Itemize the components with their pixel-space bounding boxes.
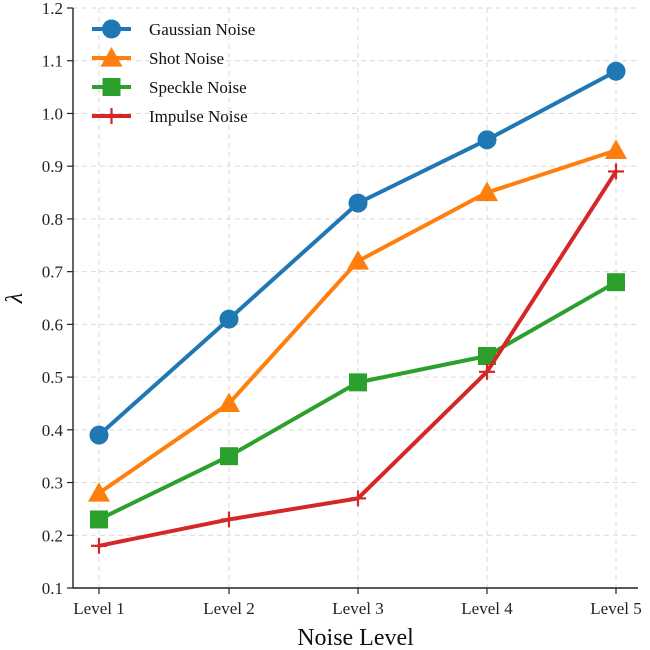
data-point-shot-noise xyxy=(605,139,627,159)
data-point-gaussian-noise xyxy=(477,130,497,150)
y-tick-label: 0.5 xyxy=(42,368,63,387)
data-point-shot-noise xyxy=(218,392,240,413)
y-tick-label: 1.0 xyxy=(42,104,63,123)
series-shot-noise xyxy=(88,139,627,502)
legend-item-gaussian-noise: Gaussian Noise xyxy=(92,19,255,39)
legend-label: Impulse Noise xyxy=(149,107,248,126)
data-point-shot-noise xyxy=(476,181,498,202)
y-tick-label: 1.2 xyxy=(42,0,63,18)
x-tick-label: Level 3 xyxy=(332,599,383,618)
x-tick-label: Level 4 xyxy=(461,599,513,618)
y-tick-label: 0.6 xyxy=(42,315,63,334)
data-point-impulse-noise xyxy=(221,511,237,528)
legend-label: Speckle Noise xyxy=(149,78,247,97)
data-point-impulse-noise xyxy=(479,363,495,380)
data-point-gaussian-noise xyxy=(348,193,368,213)
legend-item-shot-noise: Shot Noise xyxy=(92,47,224,68)
x-tick-label: Level 2 xyxy=(203,599,254,618)
data-point-impulse-noise xyxy=(350,490,366,507)
x-tick-label: Level 1 xyxy=(73,599,124,618)
series-speckle-noise xyxy=(90,273,625,529)
legend-marker-impulse-noise xyxy=(103,108,120,124)
data-point-gaussian-noise xyxy=(606,61,626,81)
y-tick-label: 0.4 xyxy=(42,421,64,440)
y-tick-label: 0.3 xyxy=(42,474,63,493)
data-point-speckle-noise xyxy=(478,347,496,365)
legend-marker-speckle-noise xyxy=(102,78,121,96)
y-tick-label: 0.8 xyxy=(42,210,63,229)
legend: Gaussian Noise Shot Noise Speckle Noise Imp… xyxy=(92,19,255,126)
y-tick-label: 1.1 xyxy=(42,52,63,71)
data-point-gaussian-noise xyxy=(89,425,109,445)
data-point-impulse-noise xyxy=(91,537,107,554)
axes: 0.1 0.2 0.3 0.4 0.5 0.6 0.7 0.8 0.9 1.0 1.1 1.2 Leve… xyxy=(42,0,642,618)
data-point-speckle-noise xyxy=(607,273,625,292)
y-tick-label: 0.9 xyxy=(42,157,63,176)
y-tick-label: 0.7 xyxy=(42,263,64,282)
y-axis-title: λ xyxy=(2,293,28,304)
data-point-gaussian-noise xyxy=(219,309,239,329)
data-point-shot-noise xyxy=(347,250,369,270)
legend-label: Gaussian Noise xyxy=(149,20,255,39)
x-axis-title: Noise Level xyxy=(297,625,414,650)
x-tick-label: Level 5 xyxy=(590,599,641,618)
data-point-shot-noise xyxy=(88,482,110,502)
series-impulse-noise xyxy=(91,163,624,554)
series-layer xyxy=(88,61,627,554)
y-tick-label: 0.1 xyxy=(42,579,63,598)
data-point-impulse-noise xyxy=(608,163,624,180)
data-point-speckle-noise xyxy=(90,510,108,529)
series-gaussian-noise xyxy=(89,61,626,445)
legend-label: Shot Noise xyxy=(149,49,224,68)
legend-item-speckle-noise: Speckle Noise xyxy=(92,78,247,97)
legend-marker-gaussian-noise xyxy=(102,19,121,39)
data-point-speckle-noise xyxy=(220,447,238,466)
legend-item-impulse-noise: Impulse Noise xyxy=(92,107,248,126)
y-tick-label: 0.2 xyxy=(42,526,63,545)
legend-marker-shot-noise xyxy=(100,47,123,67)
data-point-speckle-noise xyxy=(349,373,367,392)
